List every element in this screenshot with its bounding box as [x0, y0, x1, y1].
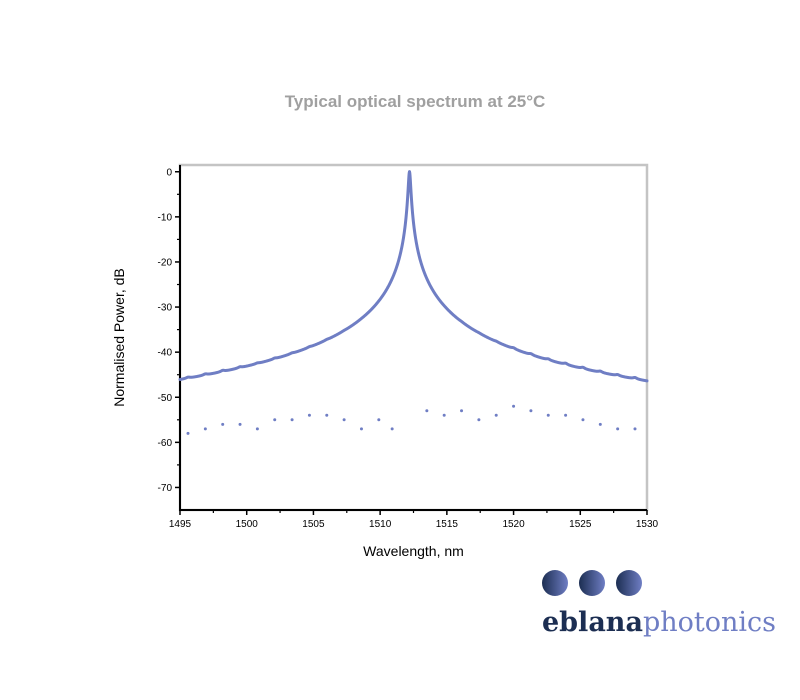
- spectrum-peak-point: [546, 413, 550, 417]
- logo-dot-icon: [616, 570, 642, 596]
- spectrum-peak-point: [407, 170, 411, 174]
- x-tick-label: 1505: [302, 519, 325, 530]
- spectrum-peak-point: [494, 413, 498, 417]
- x-tick-label: 1495: [169, 519, 192, 530]
- x-tick-label: 1500: [236, 519, 259, 530]
- y-tick-label: -60: [158, 438, 173, 449]
- logo-wordmark: eblanaphotonics: [542, 607, 776, 638]
- spectrum-peak-point: [512, 404, 516, 408]
- spectrum-peak-point: [307, 413, 311, 417]
- spectrum-peak-point: [325, 413, 329, 417]
- x-tick-label: 1530: [636, 519, 659, 530]
- logo-dot-icon: [542, 570, 568, 596]
- spectrum-peak-point: [529, 409, 533, 413]
- y-tick-label: -40: [158, 348, 173, 359]
- x-tick-label: 1520: [502, 519, 525, 530]
- spectrum-peak-point: [238, 422, 242, 426]
- spectrum-peak-point: [203, 427, 207, 431]
- x-axis: 1495 1500 1505 1510 1515 1520 1525 1530: [169, 510, 659, 530]
- y-tick-label: -70: [158, 483, 173, 494]
- spectrum-peak-point: [290, 418, 294, 422]
- logo-text-photonics: photonics: [642, 607, 776, 638]
- y-tick-label: 0: [166, 167, 172, 178]
- x-tick-label: 1515: [436, 519, 459, 530]
- spectrum-peak-point: [460, 409, 464, 413]
- y-tick-label: -50: [158, 393, 173, 404]
- logo-text-eblana: eblana: [542, 607, 643, 638]
- spectrum-peak-point: [598, 422, 602, 426]
- spectrum-peak-point: [342, 418, 346, 422]
- spectrum-peak-point: [616, 427, 620, 431]
- y-axis: 0 -10 -20 -30 -40 -50 -60 -70: [158, 167, 180, 494]
- y-tick-label: -30: [158, 303, 173, 314]
- spectrum-peak-point: [564, 413, 568, 417]
- spectrum-peak-point: [390, 427, 394, 431]
- logo-dot-icon: [579, 570, 605, 596]
- spectrum-series-line: [178, 170, 649, 383]
- spectrum-peak-point: [273, 418, 277, 422]
- peak-marks: [186, 170, 637, 435]
- chart-title: Typical optical spectrum at 25°C: [284, 92, 546, 111]
- spectrum-peak-point: [377, 418, 381, 422]
- x-tick-label: 1525: [569, 519, 592, 530]
- spectrum-peak-point: [359, 427, 363, 431]
- y-tick-label: -10: [158, 212, 173, 223]
- spectrum-peak-point: [581, 418, 585, 422]
- spectrum-peak-point: [425, 409, 429, 413]
- spectrum-peak-point: [442, 413, 446, 417]
- x-tick-label: 1510: [369, 519, 392, 530]
- spectrum-peak-point: [186, 431, 190, 435]
- y-tick-label: -20: [158, 257, 173, 268]
- spectrum-peak-point: [221, 422, 225, 426]
- y-axis-label: Normalised Power, dB: [111, 268, 127, 407]
- spectrum-peak-point: [633, 427, 637, 431]
- spectrum-peak-point: [255, 427, 259, 431]
- x-axis-label: Wavelength, nm: [363, 543, 464, 559]
- spectrum-peak-point: [477, 418, 481, 422]
- company-logo: eblanaphotonics: [541, 569, 781, 649]
